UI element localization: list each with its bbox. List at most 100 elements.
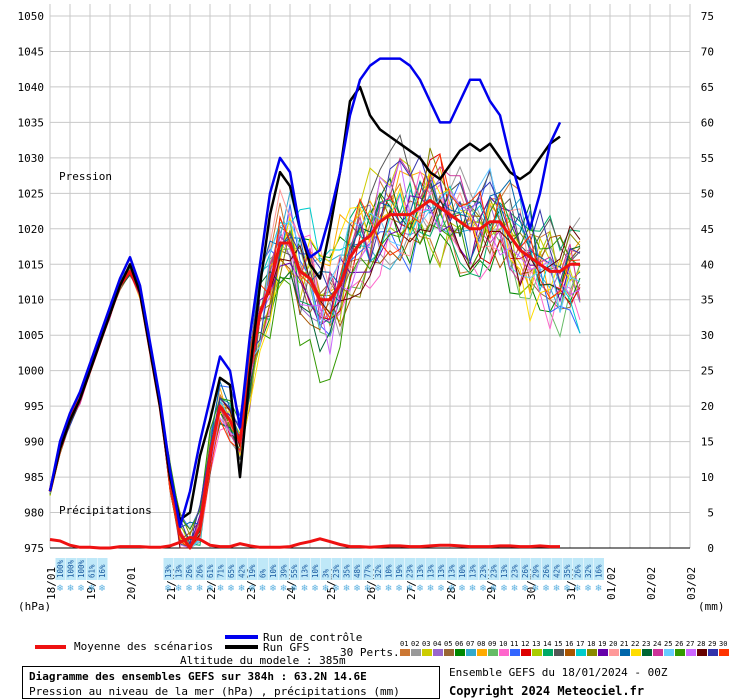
prob-early-cell [66, 558, 76, 580]
prob-late-label: 3% [322, 568, 331, 578]
snow-icon: ❄ [532, 584, 540, 594]
pressure-tick-label: 995 [24, 400, 44, 413]
snow-icon: ❄ [479, 584, 487, 594]
perturbation-number: 28 [697, 640, 705, 648]
prob-early-cell [87, 558, 97, 580]
perturbation-swatch-05 [444, 649, 454, 656]
prob-late-label: 42% [553, 564, 562, 578]
snow-icon: ❄ [584, 584, 592, 594]
prob-late-label: 23% [511, 564, 520, 578]
pressure-tick-label: 1035 [18, 116, 45, 129]
perturbation-number: 02 [411, 640, 419, 648]
perturbation-number: 17 [576, 640, 584, 648]
precip-tick-label: 65 [701, 81, 714, 94]
prob-late-cell [195, 558, 205, 580]
prob-late-cell [310, 558, 321, 580]
prob-early-label: 100% [56, 559, 65, 578]
perturbation-swatch-04 [433, 649, 443, 656]
prob-late-cell [541, 558, 552, 580]
prob-late-label: 13% [437, 564, 446, 578]
date-tick-label: 20/01 [125, 567, 138, 600]
snow-icon: ❄ [595, 584, 603, 594]
prob-late-label: 35% [343, 564, 352, 578]
info-subtitle: Pression au niveau de la mer (hPa) , pré… [29, 685, 400, 698]
prob-late-label: 19% [395, 564, 404, 578]
snow-icon: ❄ [500, 584, 508, 594]
precip-tick-label: 35 [701, 294, 714, 307]
prob-late-cell [510, 558, 520, 580]
perturbation-number: 10 [499, 640, 507, 648]
snow-icon: ❄ [259, 584, 267, 594]
prob-late-label: 29% [532, 564, 541, 578]
snow-icon: ❄ [374, 584, 382, 594]
prob-late-label: 13% [175, 564, 184, 578]
prob-late-label: 10% [311, 564, 320, 578]
snow-icon: ❄ [385, 584, 393, 594]
perts-label: 30 Perts. [340, 646, 400, 659]
snow-icon: ❄ [490, 584, 498, 594]
snow-icon: ❄ [427, 584, 435, 594]
prob-late-label: 61% [206, 564, 215, 578]
snow-icon: ❄ [164, 584, 172, 594]
prob-late-label: 26% [196, 564, 205, 578]
prob-early-label: 100% [77, 559, 86, 578]
prob-late-cell [447, 558, 457, 580]
prob-late-label: 32% [374, 564, 383, 578]
prob-late-cell [352, 558, 363, 580]
series-line-control [48, 57, 562, 528]
perturbation-number: 26 [675, 640, 683, 648]
prob-late-label: 16% [595, 564, 604, 578]
pressure-tick-label: 975 [24, 542, 44, 555]
prob-late-cell [279, 558, 289, 580]
legend-swatches: 01 02 03 04 05 06 07 08 09 10 11 12 13 14 15 16 17 18 19 20… [35, 635, 729, 656]
prob-late-label: 6% [259, 568, 268, 578]
snow-icon: ❄ [574, 584, 582, 594]
prob-late-label: 35% [563, 564, 572, 578]
perturbation-swatch-21 [620, 649, 630, 656]
precip-tick-label: 40 [701, 258, 714, 271]
snow-icon: ❄ [98, 584, 106, 594]
pressure-tick-label: 1000 [18, 365, 45, 378]
prob-late-label: 65% [227, 564, 236, 578]
perturbation-number: 12 [521, 640, 529, 648]
perturbation-number: 19 [598, 640, 606, 648]
perturbation-swatch-28 [697, 649, 707, 656]
perturbation-number: 18 [587, 640, 595, 648]
perturbation-line-22 [49, 171, 581, 549]
perturbation-number: 04 [433, 640, 441, 648]
pressure-tick-label: 1025 [18, 187, 45, 200]
precip-tick-label: 55 [701, 152, 714, 165]
pressure-tick-label: 990 [24, 436, 44, 449]
prob-late-label: 23% [406, 564, 415, 578]
prob-late-label: 13% [164, 564, 173, 578]
pressure-tick-label: 1005 [18, 329, 45, 342]
prob-late-cell [226, 558, 237, 580]
perturbation-swatch-24 [653, 649, 663, 656]
altitude-label: Altitude du modele : 385m [180, 654, 346, 667]
prob-late-cell [394, 558, 405, 580]
prob-late-cell [499, 558, 510, 580]
perturbation-number: 29 [708, 640, 716, 648]
snow-icon: ❄ [311, 584, 319, 594]
prob-late-cell [342, 558, 352, 580]
prob-late-cell [373, 558, 384, 580]
perturbation-swatch-10 [499, 649, 509, 656]
prob-late-cell [205, 558, 216, 580]
pressure-tick-label: 980 [24, 507, 44, 520]
perturbation-swatch-09 [488, 649, 498, 656]
prob-late-label: 10% [458, 564, 467, 578]
perturbation-swatch-19 [598, 649, 608, 656]
snow-icon: ❄ [206, 584, 214, 594]
date-tick-label: 01/02 [605, 567, 618, 600]
prob-late-cell [457, 558, 468, 580]
prob-early-cell [55, 558, 66, 580]
date-tick-label: 03/02 [685, 567, 698, 600]
precipitations-label: Précipitations [59, 504, 152, 517]
prob-early-cell [76, 558, 87, 580]
snow-icon: ❄ [553, 584, 561, 594]
info-box: Diagramme des ensembles GEFS sur 384h : … [22, 666, 440, 699]
copyright-label: Copyright 2024 Meteociel.fr [449, 684, 645, 698]
perturbation-number: 16 [565, 640, 573, 648]
perturbation-swatch-08 [477, 649, 487, 656]
